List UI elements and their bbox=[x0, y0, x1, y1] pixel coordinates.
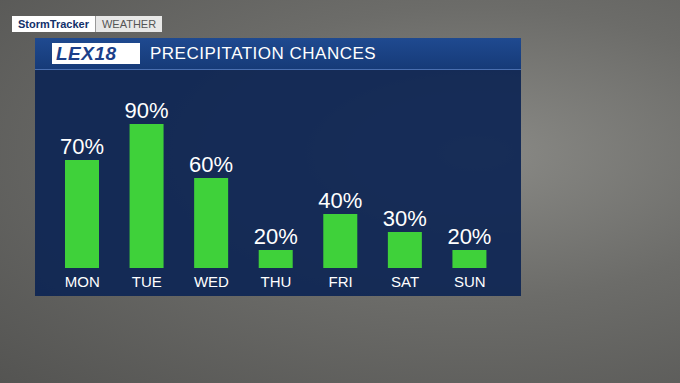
svg-text:SAT: SAT bbox=[391, 273, 419, 290]
svg-text:TUE: TUE bbox=[132, 273, 162, 290]
svg-text:THU: THU bbox=[261, 273, 292, 290]
html-text:PRECIPITATION CHANCES: PRECIPITATION CHANCES bbox=[150, 44, 377, 63]
svg-text:WED: WED bbox=[194, 273, 229, 290]
svg-text:MON: MON bbox=[65, 273, 100, 290]
svg-text:SUN: SUN bbox=[454, 273, 486, 290]
svg-text:70%: 70% bbox=[60, 134, 104, 159]
svg-text:20%: 20% bbox=[254, 224, 298, 249]
svg-text:FRI: FRI bbox=[328, 273, 352, 290]
html-text:LEX18: LEX18 bbox=[56, 43, 117, 64]
html-text:StormTracker: StormTracker bbox=[18, 18, 89, 30]
svg-text:60%: 60% bbox=[189, 152, 233, 177]
html-text:WEATHER: WEATHER bbox=[101, 18, 157, 30]
svg-text:90%: 90% bbox=[125, 98, 169, 123]
svg-text:30%: 30% bbox=[383, 206, 427, 231]
svg-text:40%: 40% bbox=[318, 188, 362, 213]
svg-text:20%: 20% bbox=[447, 224, 491, 249]
